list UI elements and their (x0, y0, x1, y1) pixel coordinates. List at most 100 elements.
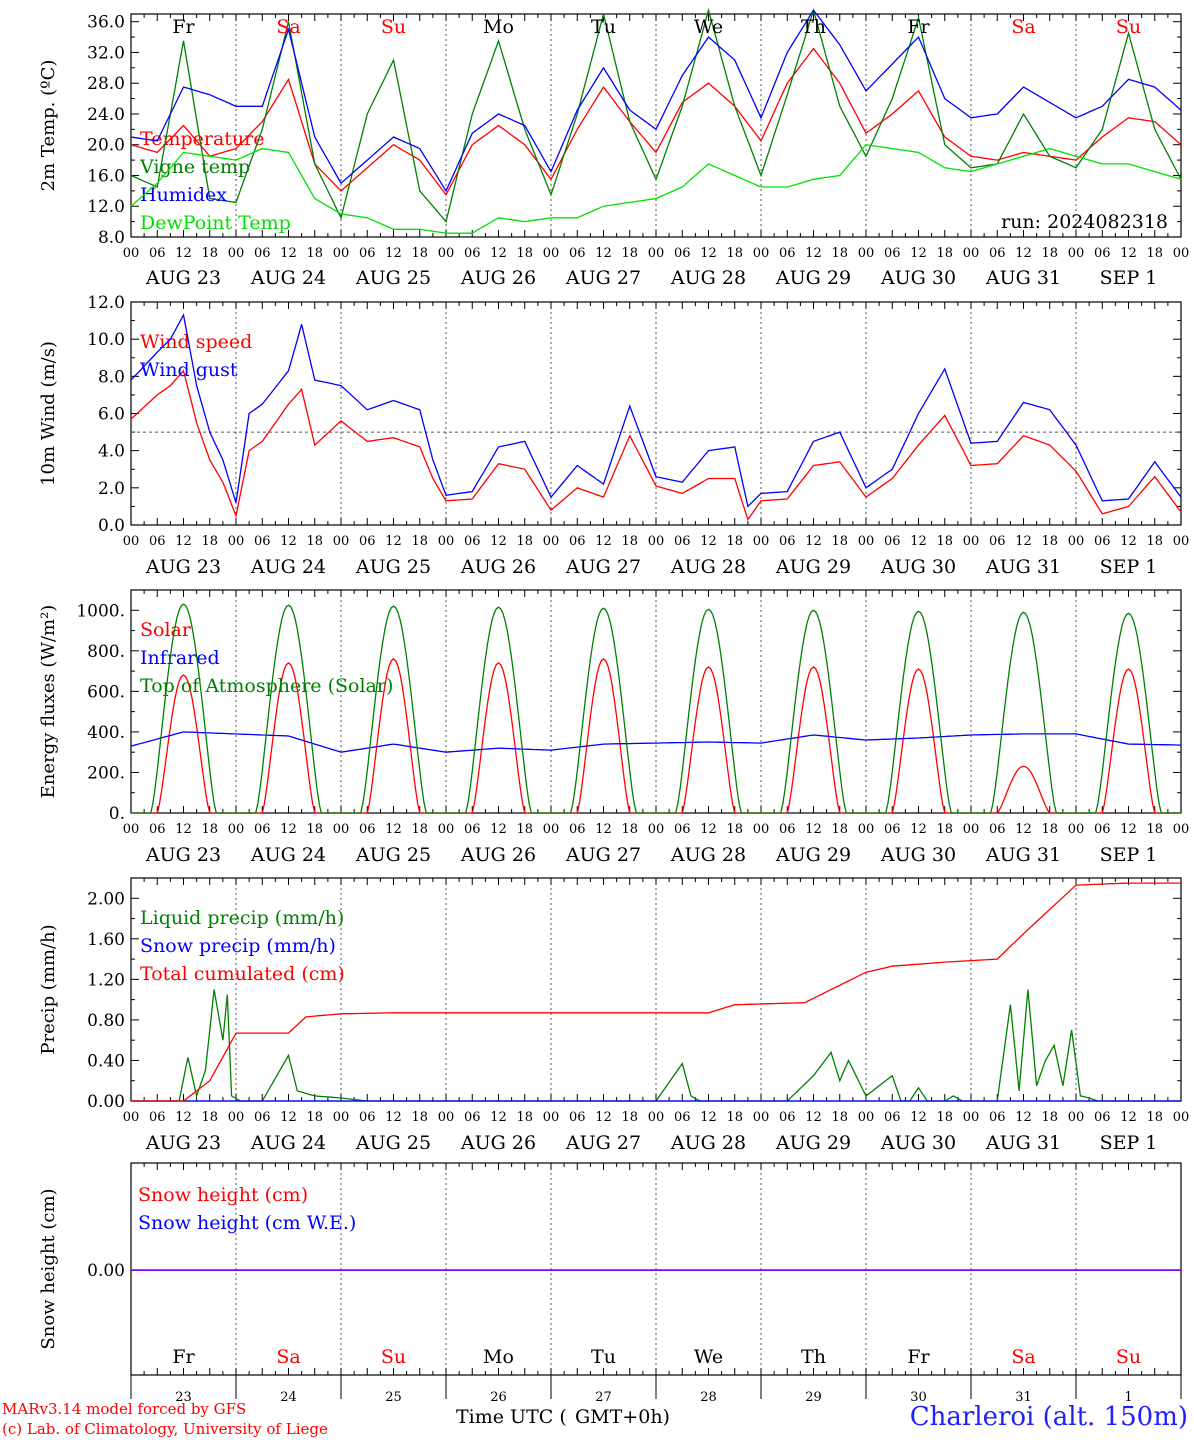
hour-tick-label: 12 (385, 246, 402, 261)
y-axis-label: Snow height (cm) (38, 1188, 59, 1349)
hour-tick-label: 00 (1173, 1110, 1190, 1125)
hour-tick-label: 12 (490, 534, 507, 549)
hour-tick-label: 00 (333, 246, 350, 261)
hour-tick-label: 12 (385, 822, 402, 837)
date-label: AUG 26 (460, 267, 536, 289)
hour-tick-label: 12 (1120, 534, 1137, 549)
hour-tick-label: 18 (831, 1110, 848, 1125)
date-label: AUG 23 (145, 267, 221, 289)
y-tick-label: 1000. (76, 601, 125, 621)
hour-tick-label: 06 (359, 534, 376, 549)
hour-tick-label: 12 (175, 534, 192, 549)
hour-tick-label: 12 (595, 1110, 612, 1125)
hour-tick-label: 00 (753, 246, 770, 261)
hour-tick-label: 18 (936, 822, 953, 837)
time-axis-label-gmt: GMT+0h) (575, 1406, 670, 1428)
day-number-label: 31 (1015, 1390, 1032, 1405)
y-tick-label: 20.0 (87, 136, 125, 156)
hour-tick-label: 18 (516, 1110, 533, 1125)
hour-tick-label: 00 (1068, 246, 1085, 261)
hour-tick-label: 06 (884, 534, 901, 549)
hour-tick-label: 06 (674, 822, 691, 837)
legend-entry: Total cumulated (cm) (140, 963, 345, 985)
hour-tick-label: 06 (464, 822, 481, 837)
weekday-label: Fr (907, 1346, 930, 1368)
hour-tick-label: 18 (1146, 822, 1163, 837)
panel-1: 8.0 12.0 16.0 20.0 24.0 28.0 32.0 36.0 2m Temp. … (38, 7, 1189, 289)
legend-entry: Wind speed (140, 331, 252, 353)
date-label: AUG 28 (670, 844, 746, 866)
hour-tick-label: 18 (201, 246, 218, 261)
hour-tick-label: 00 (1068, 534, 1085, 549)
series-line (130, 731, 1182, 753)
y-tick-label: 2.00 (87, 889, 125, 909)
date-label: AUG 29 (775, 1132, 851, 1154)
hour-tick-label: 06 (464, 1110, 481, 1125)
hour-tick-label: 18 (411, 534, 428, 549)
y-tick-label: 400. (87, 723, 125, 743)
y-tick-label: 800. (87, 642, 125, 662)
hour-tick-label: 18 (831, 822, 848, 837)
date-label: AUG 24 (250, 844, 326, 866)
hour-tick-label: 06 (884, 246, 901, 261)
hour-tick-label: 00 (228, 246, 245, 261)
weekday-label: Su (381, 16, 406, 38)
hour-tick-label: 06 (149, 1110, 166, 1125)
y-tick-label: 1.20 (87, 970, 125, 990)
y-tick-label: 6.0 (98, 405, 125, 425)
hour-tick-label: 06 (359, 1110, 376, 1125)
weekday-label: Th (801, 1346, 826, 1368)
y-axis-label: 2m Temp. (ºC) (38, 60, 59, 192)
date-label: AUG 29 (775, 267, 851, 289)
hour-tick-label: 18 (1041, 534, 1058, 549)
y-tick-label: 24.0 (87, 105, 125, 125)
hour-tick-label: 12 (280, 822, 297, 837)
hour-tick-label: 06 (989, 246, 1006, 261)
panel-4: 0.00 0.40 0.80 1.20 1.60 2.00 Precip (mm/h) 00 0… (38, 877, 1190, 1154)
date-label: AUG 26 (460, 844, 536, 866)
hour-tick-label: 12 (910, 534, 927, 549)
date-label: AUG 25 (355, 844, 431, 866)
hour-tick-label: 12 (595, 822, 612, 837)
hour-tick-label: 18 (201, 1110, 218, 1125)
weekday-label: Mo (483, 1346, 514, 1368)
date-label: AUG 25 (355, 556, 431, 578)
weekday-label: Fr (172, 1346, 195, 1368)
legend-entry: Snow precip (mm/h) (140, 935, 336, 957)
hour-tick-label: 00 (753, 1110, 770, 1125)
hour-tick-label: 06 (254, 534, 271, 549)
hour-tick-label: 00 (543, 246, 560, 261)
hour-tick-label: 12 (280, 534, 297, 549)
y-tick-label: 32.0 (87, 43, 125, 63)
series-line (131, 882, 1181, 1102)
hour-tick-label: 18 (726, 1110, 743, 1125)
date-label: AUG 30 (880, 556, 956, 578)
hour-tick-label: 12 (385, 1110, 402, 1125)
hour-tick-label: 00 (228, 1110, 245, 1125)
day-number-label: 28 (700, 1390, 717, 1405)
y-axis-label: Precip (mm/h) (38, 924, 59, 1054)
hour-tick-label: 06 (674, 1110, 691, 1125)
y-tick-label: 16.0 (87, 166, 125, 186)
hour-tick-label: 06 (569, 534, 586, 549)
hour-tick-label: 12 (700, 822, 717, 837)
hour-tick-label: 18 (1041, 822, 1058, 837)
legend-entry: Snow height (cm) (138, 1184, 308, 1206)
hour-tick-label: 12 (805, 246, 822, 261)
hour-tick-label: 12 (1015, 246, 1032, 261)
hour-tick-label: 06 (1094, 1110, 1111, 1125)
legend-entry: DewPoint Temp (140, 212, 291, 234)
hour-tick-label: 06 (569, 1110, 586, 1125)
hour-tick-label: 18 (936, 246, 953, 261)
hour-tick-label: 18 (411, 822, 428, 837)
hour-tick-label: 06 (254, 822, 271, 837)
hour-tick-label: 06 (359, 246, 376, 261)
hour-tick-label: 12 (700, 1110, 717, 1125)
date-label: AUG 29 (775, 844, 851, 866)
hour-tick-label: 12 (280, 246, 297, 261)
legend-entry: Solar (140, 619, 192, 641)
hour-tick-label: 18 (516, 246, 533, 261)
hour-tick-label: 06 (149, 822, 166, 837)
hour-tick-label: 12 (490, 822, 507, 837)
